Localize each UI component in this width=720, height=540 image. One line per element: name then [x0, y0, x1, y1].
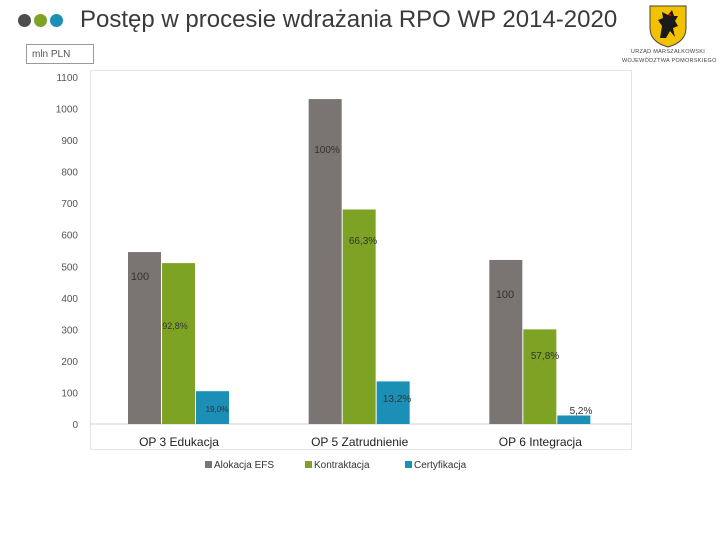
page-title: Postęp w procesie wdrażania RPO WP 2014-… — [80, 6, 618, 33]
logo-text-line1: URZĄD MARSZAŁKOWSKI — [630, 49, 706, 55]
data-label: 92,8% — [162, 321, 188, 331]
y-tick-label: 1100 — [56, 73, 78, 84]
logo: URZĄD MARSZAŁKOWSKI WOJEWÓDZTWA POMORSKI… — [622, 4, 717, 68]
data-label: 100 — [496, 289, 514, 301]
y-tick-label: 600 — [61, 231, 78, 242]
bar-certyfikacja — [376, 381, 410, 424]
y-tick-label: 900 — [61, 136, 78, 147]
y-tick-label: 700 — [61, 199, 78, 210]
bar-certyfikacja — [557, 415, 591, 424]
data-label: 5,2% — [570, 406, 593, 417]
logo-text-line2: WOJEWÓDZTWA POMORSKIEGO — [622, 58, 717, 64]
data-label: 19,0% — [206, 405, 229, 414]
legend-label: Alokacja EFS — [214, 460, 274, 471]
data-label: 66,3% — [349, 236, 377, 247]
bar-alokacja-efs — [489, 259, 523, 424]
x-tick-label: OP 3 Edukacja — [139, 435, 219, 449]
bar-kontraktacja — [523, 329, 557, 424]
y-tick-label: 100 — [61, 388, 78, 399]
y-tick-label: 0 — [72, 420, 78, 431]
y-tick-label: 800 — [61, 168, 78, 179]
dot-blue — [50, 14, 63, 27]
x-tick-label: OP 5 Zatrudnienie — [311, 435, 408, 449]
legend-swatch — [205, 461, 212, 468]
data-label: 100 — [131, 271, 149, 283]
dot-dark — [18, 14, 31, 27]
data-label: 57,8% — [531, 351, 559, 362]
x-tick-label: OP 6 Integracja — [499, 435, 582, 449]
y-tick-label: 1000 — [56, 105, 79, 116]
bar-kontraktacja — [342, 209, 376, 424]
legend-swatch — [405, 461, 412, 468]
dot-green — [34, 14, 47, 27]
bar-kontraktacja — [162, 263, 195, 424]
y-tick-label: 500 — [61, 262, 78, 273]
griffin-coat-of-arms-icon — [649, 5, 687, 48]
unit-label: mln PLN — [26, 44, 94, 64]
legend-label: Kontraktacja — [314, 460, 370, 471]
title-decoration-dots — [18, 14, 63, 27]
bar-alokacja-efs — [308, 99, 342, 424]
y-tick-label: 300 — [61, 325, 78, 336]
y-tick-label: 200 — [61, 357, 78, 368]
data-label: 100% — [314, 145, 340, 156]
legend-swatch — [305, 461, 312, 468]
legend-label: Certyfikacja — [414, 460, 467, 471]
data-label: 13,2% — [383, 394, 411, 405]
bar-certyfikacja — [196, 391, 229, 424]
y-tick-label: 400 — [61, 294, 78, 305]
bar-alokacja-efs — [128, 252, 161, 424]
